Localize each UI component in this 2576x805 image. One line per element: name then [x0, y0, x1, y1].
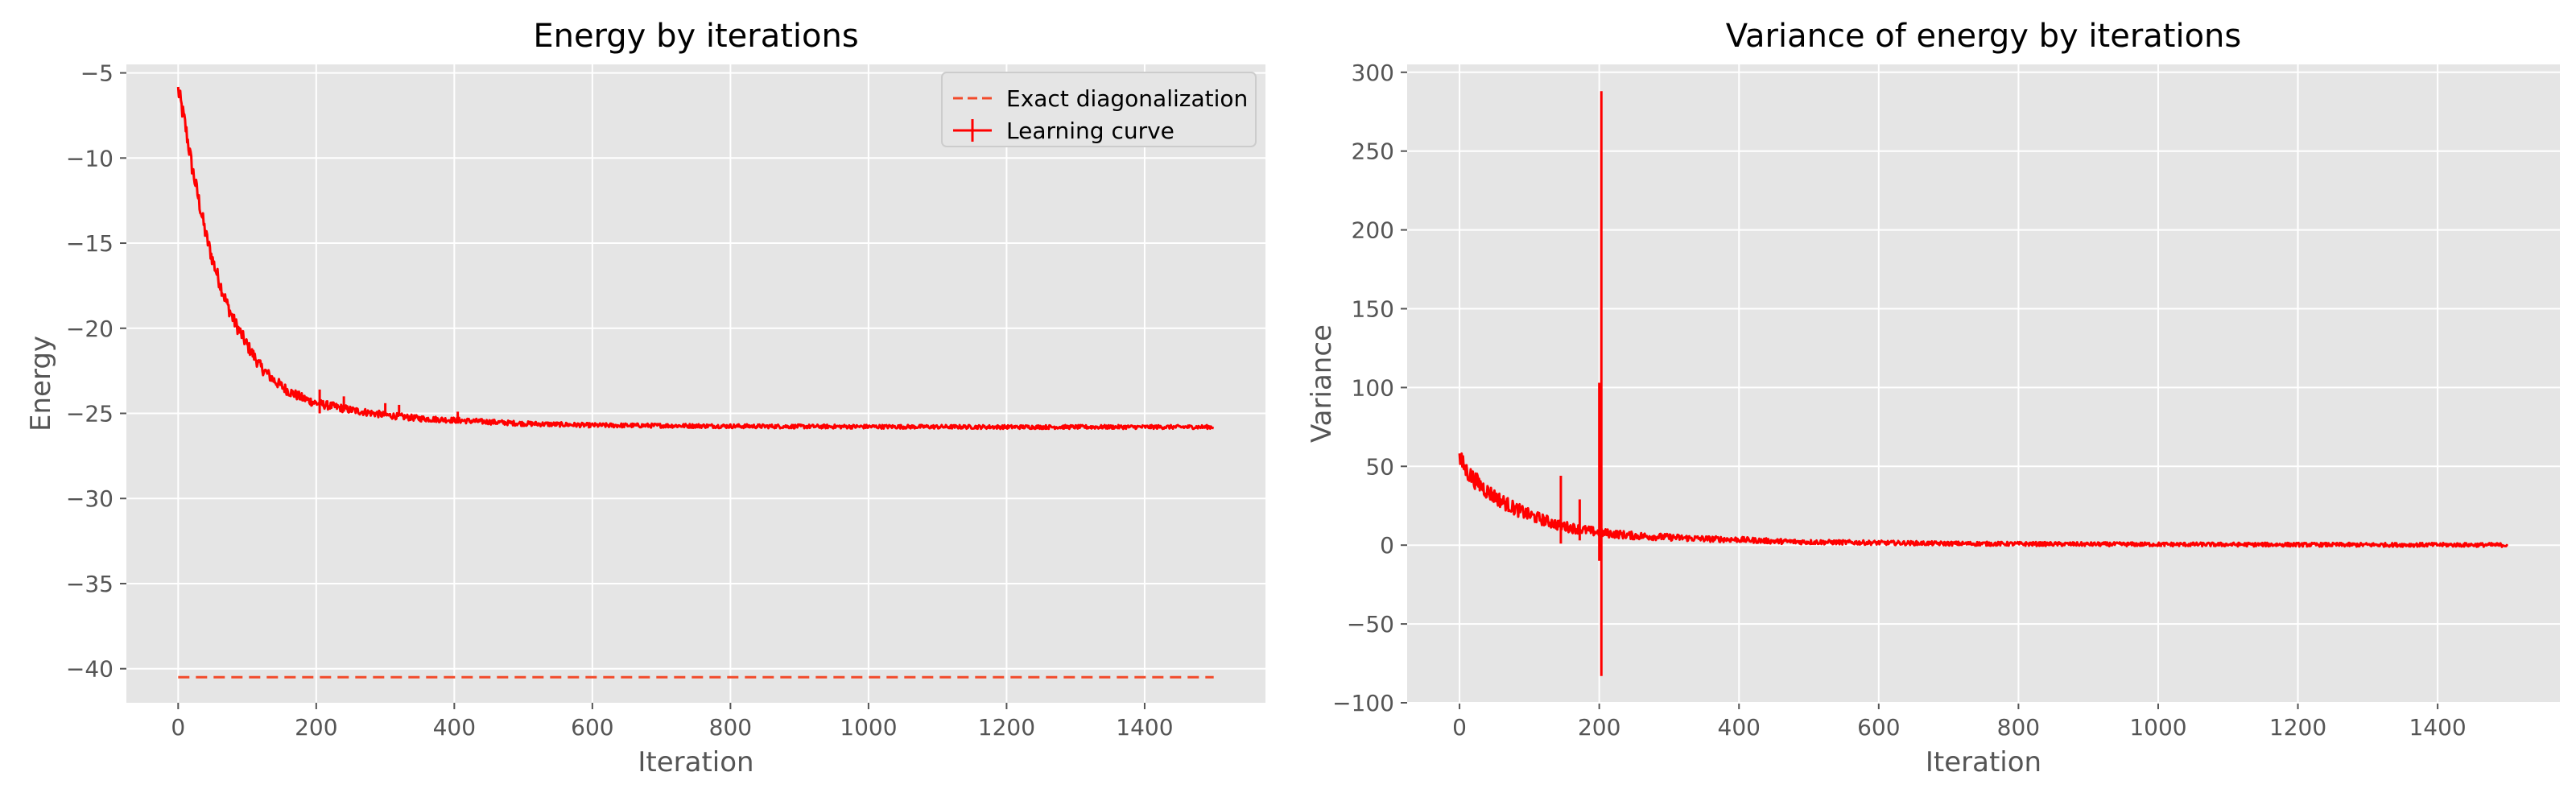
- y-tick-label: −35: [66, 571, 114, 597]
- x-tick-label: 200: [295, 714, 337, 741]
- x-axis-label: Iteration: [1926, 746, 2041, 778]
- legend-label: Exact diagonalization: [1006, 85, 1248, 112]
- chart-title: Energy by iterations: [533, 18, 858, 55]
- y-tick-label: −10: [66, 145, 114, 171]
- x-tick-label: 0: [1452, 714, 1467, 741]
- x-tick-label: 600: [1857, 714, 1900, 741]
- y-tick-label: 100: [1352, 374, 1394, 401]
- y-tick-label: −15: [66, 230, 114, 257]
- x-tick-label: 0: [171, 714, 185, 741]
- x-tick-label: 400: [433, 714, 476, 741]
- plot-layer: [1458, 91, 2509, 676]
- x-tick-label: 1000: [840, 714, 897, 741]
- x-tick-label: 200: [1578, 714, 1620, 741]
- y-tick-label: 150: [1352, 295, 1394, 322]
- y-tick-label: 200: [1352, 217, 1394, 244]
- chart-title: Variance of energy by iterations: [1726, 18, 2241, 55]
- y-tick-label: −25: [66, 401, 114, 427]
- y-tick-label: 250: [1352, 138, 1394, 165]
- legend-label: Learning curve: [1006, 118, 1174, 144]
- y-tick-label: 300: [1352, 60, 1394, 86]
- series-line-variance: [1458, 452, 2509, 548]
- y-tick-label: 50: [1365, 453, 1394, 480]
- y-tick-label: 0: [1380, 532, 1394, 559]
- x-tick-label: 800: [709, 714, 752, 741]
- x-tick-label: 800: [1997, 714, 2040, 741]
- y-tick-label: −5: [80, 60, 114, 87]
- energy-chart: 0 200 400 600 800 1000 1200 1400 −5 −10 −15 −20 −25 −…: [25, 18, 1265, 778]
- y-tick-label: −100: [1332, 690, 1394, 716]
- x-tick-label: 1400: [2409, 714, 2466, 741]
- plot-area: [126, 64, 1265, 703]
- y-axis-label: Variance: [1306, 324, 1338, 443]
- x-tick-label: 1400: [1116, 714, 1173, 741]
- y-axis-label: Energy: [25, 336, 57, 431]
- x-tick-label: 1200: [978, 714, 1035, 741]
- y-tick-label: −30: [66, 485, 114, 512]
- variance-chart: 0 200 400 600 800 1000 1200 1400300250200150100…: [1306, 18, 2560, 778]
- legend: [941, 72, 1257, 147]
- y-tick-label: −20: [66, 316, 114, 342]
- y-tick-label: −40: [66, 656, 114, 683]
- y-tick-label: −50: [1347, 611, 1394, 638]
- x-tick-label: 1200: [2269, 714, 2326, 741]
- series-line-learning-curve: [176, 86, 1215, 431]
- x-tick-label: 1000: [2129, 714, 2186, 741]
- x-tick-label: 400: [1718, 714, 1761, 741]
- plot-layer: [176, 86, 1215, 679]
- x-tick-label: 600: [571, 714, 613, 741]
- plot-area: [1407, 64, 2560, 703]
- x-axis-label: Iteration: [638, 746, 753, 778]
